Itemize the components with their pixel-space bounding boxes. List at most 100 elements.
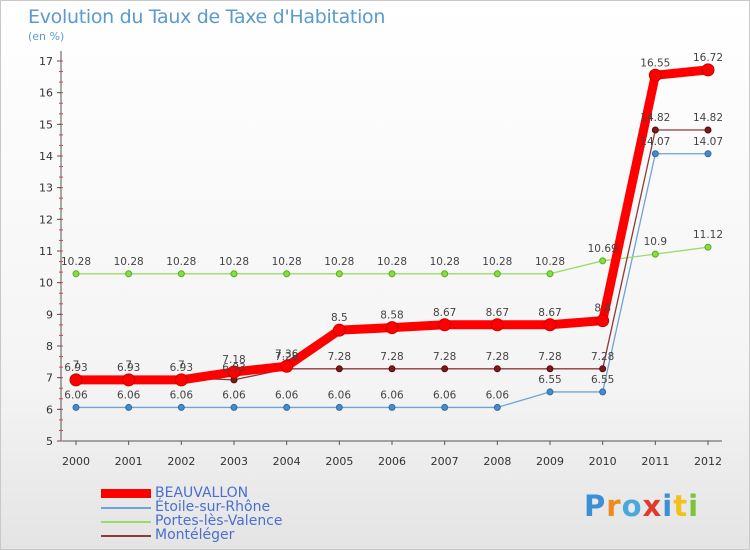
- data-label-portes-les-valence: 10.28: [219, 256, 249, 268]
- x-tick-label: 2006: [378, 455, 406, 468]
- data-point-beauvallon: [227, 365, 241, 379]
- data-point-portes-les-valence: [230, 270, 238, 278]
- y-tick-label: 15: [39, 118, 53, 131]
- x-tick-label: 2003: [220, 455, 248, 468]
- data-point-etoile-sur-rhone: [704, 150, 712, 158]
- data-point-portes-les-valence: [335, 270, 343, 278]
- logo-letter: r: [606, 489, 622, 523]
- series-layer: [69, 63, 715, 411]
- logo-letter: x: [642, 489, 663, 523]
- logo-letter: P: [584, 489, 607, 523]
- y-tick-label: 17: [39, 55, 53, 68]
- proxiti-logo: Proxiti: [584, 489, 699, 523]
- y-tick-label: 7: [46, 372, 53, 385]
- y-tick-label: 13: [39, 182, 53, 195]
- data-point-etoile-sur-rhone: [441, 403, 449, 411]
- data-label-etoile-sur-rhone: 6.06: [170, 389, 194, 401]
- y-tick-label: 6: [46, 403, 53, 416]
- series-etoile-sur-rhone: [72, 150, 712, 411]
- data-label-beauvallon: 7.36: [275, 348, 299, 360]
- data-label-beauvallon: 8.67: [538, 307, 561, 319]
- chart-axes: 5 6 7 8 9 10 11 12 13 14 15 16 17 2000 2001 2002 2003 200…: [39, 51, 722, 468]
- chart-subtitle: (en %): [28, 30, 65, 43]
- x-tick-label: 2001: [115, 455, 143, 468]
- data-point-monteleger: [493, 365, 501, 373]
- data-point-portes-les-valence: [493, 270, 501, 278]
- data-label-beauvallon: 6.93: [117, 362, 140, 374]
- data-point-etoile-sur-rhone: [388, 403, 396, 411]
- data-label-beauvallon: 16.55: [640, 57, 670, 69]
- data-label-portes-les-valence: 11.12: [693, 229, 723, 241]
- data-point-etoile-sur-rhone: [125, 403, 133, 411]
- data-label-portes-les-valence: 10.28: [324, 256, 354, 268]
- data-point-beauvallon: [174, 373, 188, 387]
- data-label-etoile-sur-rhone: 6.06: [328, 389, 352, 401]
- data-point-beauvallon: [438, 318, 452, 332]
- data-point-etoile-sur-rhone: [177, 403, 185, 411]
- data-label-beauvallon: 16.72: [693, 52, 723, 64]
- y-tick-label: 12: [39, 213, 53, 226]
- legend-swatch-portes-les-valence: [101, 521, 151, 523]
- data-label-portes-les-valence: 10.9: [644, 236, 667, 248]
- data-label-monteleger: 14.82: [693, 112, 723, 124]
- data-label-monteleger: 14.82: [640, 112, 670, 124]
- data-label-monteleger: 6.93: [222, 362, 245, 374]
- y-tick-label: 8: [46, 340, 53, 353]
- data-point-etoile-sur-rhone: [230, 403, 238, 411]
- legend-swatch-etoile-sur-rhone: [101, 507, 151, 509]
- data-labels-layer: 6.93 6.93 6.937.18 7.368.5 8.58 8.67 8.67 8.67 8…: [61, 52, 723, 402]
- data-label-monteleger: 7: [125, 360, 132, 372]
- data-point-beauvallon: [385, 321, 399, 335]
- data-label-monteleger: 7.28: [486, 351, 509, 363]
- data-point-portes-les-valence: [177, 270, 185, 278]
- data-point-monteleger: [546, 365, 554, 373]
- data-point-beauvallon: [69, 373, 83, 387]
- data-point-etoile-sur-rhone: [72, 403, 80, 411]
- data-point-etoile-sur-rhone: [493, 403, 501, 411]
- data-label-monteleger: 7.28: [328, 351, 351, 363]
- data-point-beauvallon: [490, 318, 504, 332]
- data-label-monteleger: 7: [73, 360, 80, 372]
- x-tick-label: 2010: [589, 455, 617, 468]
- data-label-portes-les-valence: 10.28: [166, 256, 196, 268]
- data-label-portes-les-valence: 10.28: [430, 256, 460, 268]
- logo-letter: i: [662, 489, 674, 523]
- data-point-beauvallon: [332, 323, 346, 337]
- data-label-portes-les-valence: 10.28: [482, 256, 512, 268]
- data-point-portes-les-valence: [388, 270, 396, 278]
- series-beauvallon: [69, 63, 715, 387]
- chart-title: Evolution du Taux de Taxe d'Habitation: [28, 6, 386, 28]
- data-label-beauvallon: 6.93: [170, 362, 193, 374]
- data-point-etoile-sur-rhone: [283, 403, 291, 411]
- data-label-portes-les-valence: 10.28: [61, 256, 91, 268]
- data-point-monteleger: [441, 365, 449, 373]
- data-label-etoile-sur-rhone: 14.07: [640, 136, 670, 148]
- data-point-portes-les-valence: [72, 270, 80, 278]
- data-label-monteleger: 7.28: [380, 351, 403, 363]
- data-label-etoile-sur-rhone: 6.06: [117, 389, 141, 401]
- data-label-etoile-sur-rhone: 6.06: [486, 389, 510, 401]
- data-point-portes-les-valence: [546, 270, 554, 278]
- data-point-beauvallon: [280, 359, 294, 373]
- data-label-etoile-sur-rhone: 6.06: [275, 389, 299, 401]
- data-label-monteleger: 7.28: [433, 351, 456, 363]
- legend-swatch-beauvallon: [101, 489, 151, 498]
- data-label-portes-les-valence: 10.69: [588, 243, 618, 255]
- data-label-etoile-sur-rhone: 6.06: [222, 389, 246, 401]
- legend-swatch-monteleger: [101, 535, 151, 537]
- data-label-portes-les-valence: 10.28: [272, 256, 302, 268]
- data-point-monteleger: [388, 365, 396, 373]
- legend-label-monteleger: Montéléger: [155, 527, 235, 543]
- y-tick-label: 11: [39, 245, 53, 258]
- data-label-beauvallon: 8.8: [594, 303, 611, 315]
- data-point-portes-les-valence: [651, 250, 659, 258]
- series-portes-les-valence: [72, 243, 712, 278]
- data-point-monteleger: [335, 365, 343, 373]
- data-label-etoile-sur-rhone: 6.06: [380, 389, 404, 401]
- logo-letter: o: [621, 489, 643, 523]
- data-label-beauvallon: 8.67: [486, 307, 509, 319]
- data-point-monteleger: [599, 365, 607, 373]
- data-label-etoile-sur-rhone: 14.07: [693, 136, 723, 148]
